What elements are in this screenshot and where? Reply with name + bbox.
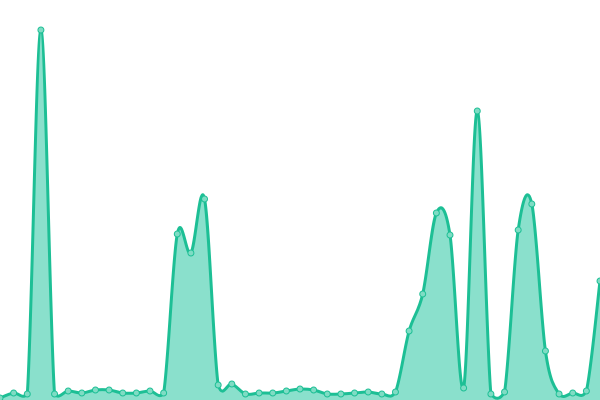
data-point-0 — [0, 394, 4, 400]
data-point-16 — [214, 381, 222, 389]
data-point-14 — [187, 249, 195, 257]
data-point-2 — [23, 390, 31, 398]
series-line — [0, 28, 600, 400]
data-point-4 — [51, 390, 59, 398]
data-point-1 — [10, 389, 18, 397]
data-point-22 — [296, 385, 304, 393]
data-point-30 — [405, 327, 413, 335]
data-point-40 — [541, 347, 549, 355]
data-point-43 — [582, 387, 590, 395]
data-point-26 — [351, 389, 359, 397]
data-point-35 — [473, 107, 481, 115]
data-point-23 — [310, 386, 318, 394]
data-point-11 — [146, 387, 154, 395]
data-point-15 — [201, 195, 209, 203]
data-point-18 — [241, 390, 249, 398]
data-point-37 — [501, 388, 509, 396]
data-point-41 — [555, 390, 563, 398]
data-point-8 — [105, 386, 113, 394]
data-point-44 — [596, 277, 600, 285]
data-point-33 — [446, 231, 454, 239]
data-point-17 — [228, 380, 236, 388]
data-point-7 — [91, 386, 99, 394]
data-point-3 — [37, 26, 45, 34]
data-point-20 — [269, 389, 277, 397]
data-point-10 — [132, 389, 140, 397]
data-point-32 — [432, 209, 440, 217]
data-point-27 — [364, 388, 372, 396]
data-point-19 — [255, 389, 263, 397]
data-point-9 — [119, 389, 127, 397]
data-point-38 — [514, 226, 522, 234]
data-point-39 — [528, 200, 536, 208]
area-fill — [0, 30, 600, 400]
data-point-5 — [64, 387, 72, 395]
data-point-13 — [173, 230, 181, 238]
data-point-25 — [337, 390, 345, 398]
data-point-42 — [569, 389, 577, 397]
data-points — [0, 26, 600, 400]
data-point-34 — [460, 384, 468, 392]
data-point-21 — [282, 387, 290, 395]
data-point-12 — [160, 389, 168, 397]
data-point-24 — [323, 390, 331, 398]
data-point-36 — [487, 390, 495, 398]
data-point-28 — [378, 390, 386, 398]
data-point-6 — [78, 389, 86, 397]
data-point-29 — [391, 388, 399, 396]
data-point-31 — [419, 290, 427, 298]
